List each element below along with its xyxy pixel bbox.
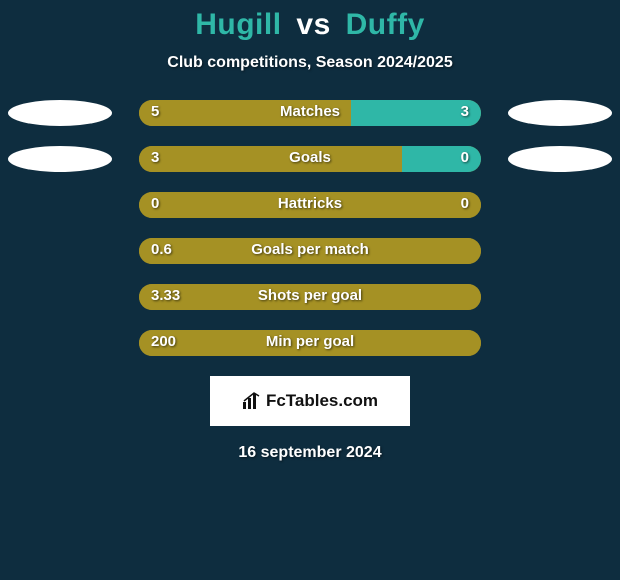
- player-ellipse-left: [8, 100, 112, 126]
- stat-value-left: 200: [151, 333, 176, 350]
- stat-value-left: 3: [151, 149, 159, 166]
- stat-bar: Hattricks00: [139, 192, 481, 218]
- stat-row: Goals30: [0, 146, 620, 174]
- bar-fill-left: [139, 100, 351, 126]
- player2-name: Duffy: [346, 8, 425, 41]
- stat-row: Goals per match0.6: [0, 238, 620, 266]
- stat-rows: Matches53Goals30Hattricks00Goals per mat…: [0, 100, 620, 358]
- stat-value-right: 0: [461, 195, 469, 212]
- stat-value-right: 0: [461, 149, 469, 166]
- bar-fill-left: [139, 192, 481, 218]
- stat-row: Min per goal200: [0, 330, 620, 358]
- stat-bar: Min per goal200: [139, 330, 481, 356]
- stat-bar: Matches53: [139, 100, 481, 126]
- bar-fill-left: [139, 330, 481, 356]
- stat-row: Hattricks00: [0, 192, 620, 220]
- stat-value-left: 0.6: [151, 241, 172, 258]
- bar-fill-left: [139, 238, 481, 264]
- player-ellipse-left: [8, 146, 112, 172]
- logo-label: FcTables.com: [266, 391, 378, 411]
- comparison-infographic: Hugill vs Duffy Club competitions, Seaso…: [0, 0, 620, 580]
- stat-value-left: 3.33: [151, 287, 180, 304]
- stat-bar: Shots per goal3.33: [139, 284, 481, 310]
- player-ellipse-right: [508, 100, 612, 126]
- bar-fill-right: [402, 146, 481, 172]
- logo-badge: FcTables.com: [210, 376, 410, 426]
- stat-value-left: 5: [151, 103, 159, 120]
- chart-icon: [242, 392, 262, 410]
- stat-row: Matches53: [0, 100, 620, 128]
- stat-row: Shots per goal3.33: [0, 284, 620, 312]
- subtitle: Club competitions, Season 2024/2025: [0, 54, 620, 72]
- vs-label: vs: [296, 8, 330, 41]
- player-ellipse-right: [508, 146, 612, 172]
- stat-bar: Goals per match0.6: [139, 238, 481, 264]
- bar-fill-left: [139, 284, 481, 310]
- stat-value-left: 0: [151, 195, 159, 212]
- stat-bar: Goals30: [139, 146, 481, 172]
- stat-value-right: 3: [461, 103, 469, 120]
- logo-text: FcTables.com: [242, 391, 378, 411]
- page-title: Hugill vs Duffy: [0, 0, 620, 42]
- player1-name: Hugill: [195, 8, 281, 41]
- date-label: 16 september 2024: [0, 444, 620, 462]
- bar-fill-left: [139, 146, 402, 172]
